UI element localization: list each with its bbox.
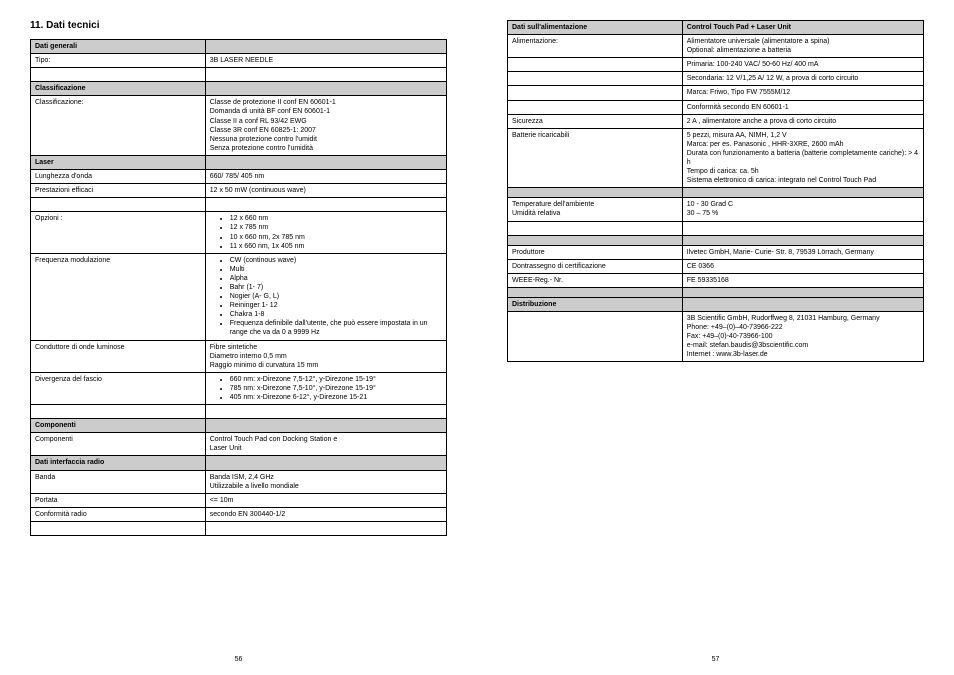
row-blank xyxy=(508,235,683,245)
row-cond-value: Fibre sintetiche Diametro interno 0,5 mm… xyxy=(205,340,446,372)
row-confr-label: Conformità radio xyxy=(31,507,206,521)
row-alim-primaria: Primaria: 100-240 VAC/ 50-60 Hz/ 400 mA xyxy=(682,58,923,72)
row-freq-value: CW (continous wave) Multi Alpha Bahr (1-… xyxy=(205,253,446,340)
row-blank xyxy=(31,198,206,212)
row-sic-label: Sicurezza xyxy=(508,114,683,128)
row-cond-label: Conduttore di onde luminose xyxy=(31,340,206,372)
row-weee-label: WEEE-Reg.- Nr. xyxy=(508,273,683,287)
row-blank xyxy=(508,100,683,114)
row-dist-value: 3B Scientific GmbH, Rudorffweg 8, 21031 … xyxy=(682,311,923,361)
row-alim-value: Alimentatore universale (alimentatore a … xyxy=(682,35,923,58)
head-laser: Laser xyxy=(31,155,206,169)
row-lung-label: Lunghezza d'onda xyxy=(31,170,206,184)
page-left: 11. Dati tecnici Dati generali Tipo:3B L… xyxy=(0,0,477,675)
row-dontr-label: Dontrassegno di certificazione xyxy=(508,259,683,273)
row-prest-label: Prestazioni efficaci xyxy=(31,184,206,198)
row-class-value: Classe de protezione II conf EN 60601-1 … xyxy=(205,96,446,156)
row-dist-label xyxy=(508,311,683,361)
row-weee-value: FE 59335168 xyxy=(682,273,923,287)
row-portata-value: <= 10m xyxy=(205,493,446,507)
head-componenti: Componenti xyxy=(31,419,206,433)
row-blank xyxy=(508,188,683,198)
row-alim-secondaria: Secondaria: 12 V/1,25 A/ 12 W, a prova d… xyxy=(682,72,923,86)
head-alimentazione-r: Control Touch Pad + Laser Unit xyxy=(682,21,923,35)
row-div-value: 660 nm: x-Direzone 7,5-12°, y-Direzone 1… xyxy=(205,372,446,404)
spec-table-left: Dati generali Tipo:3B LASER NEEDLE Class… xyxy=(30,39,447,536)
row-dontr-value: CE 0366 xyxy=(682,259,923,273)
row-comp-value: Control Touch Pad con Docking Station e … xyxy=(205,433,446,456)
head-radio: Dati interfaccia radio xyxy=(31,456,206,470)
row-sic-value: 2 A , alimentatore anche a prova di cort… xyxy=(682,114,923,128)
row-div-label: Divergenza del fascio xyxy=(31,372,206,404)
row-alim-marca: Marca: Friwo, Tipo FW 7555M/12 xyxy=(682,86,923,100)
row-blank xyxy=(508,86,683,100)
row-opzioni-value: 12 x 660 nm 12 x 785 nm 10 x 660 nm, 2x … xyxy=(205,212,446,253)
row-tipo-value: 3B LASER NEEDLE xyxy=(205,54,446,68)
row-banda-label: Banda xyxy=(31,470,206,493)
head-classificazione: Classificazione xyxy=(31,82,206,96)
head-dati-generali: Dati generali xyxy=(31,40,206,54)
page-right: Dati sull'alimentazione Control Touch Pa… xyxy=(477,0,954,675)
row-prod-value: Ilvetec GmbH, Marie- Curie- Str. 8, 7953… xyxy=(682,245,923,259)
row-banda-value: Banda ISM, 2,4 GHz Utilizzabile a livell… xyxy=(205,470,446,493)
row-confr-value: secondo EN 300440-1/2 xyxy=(205,507,446,521)
row-blank xyxy=(508,58,683,72)
row-blank xyxy=(31,405,206,419)
row-batt-value: 5 pezzi, misura AA, NIMH, 1,2 V Marca: p… xyxy=(682,128,923,188)
row-lung-value: 660/ 785/ 405 nm xyxy=(205,170,446,184)
row-portata-label: Portata xyxy=(31,493,206,507)
row-tipo-label: Tipo: xyxy=(31,54,206,68)
section-heading: 11. Dati tecnici xyxy=(30,20,447,31)
row-blank xyxy=(31,68,206,82)
row-blank xyxy=(31,521,206,535)
head-alimentazione: Dati sull'alimentazione xyxy=(508,21,683,35)
row-blank xyxy=(508,72,683,86)
row-alim-label: Alimentazione: xyxy=(508,35,683,58)
page-number-right: 57 xyxy=(712,656,720,663)
row-temp-umid-value: 10 - 30 Grad C 30 – 75 % xyxy=(682,198,923,221)
row-blank xyxy=(508,287,683,297)
row-comp-label: Componenti xyxy=(31,433,206,456)
row-alim-conf: Conformità secondo EN 60601-1 xyxy=(682,100,923,114)
row-temp-umid-label: Temperature dell'ambiente Umidità relati… xyxy=(508,198,683,221)
head-distribuzione: Distribuzione xyxy=(508,297,683,311)
row-prest-value: 12 x 50 mW (continuous wave) xyxy=(205,184,446,198)
row-opzioni-label: Opzioni : xyxy=(31,212,206,253)
row-blank xyxy=(508,221,683,235)
row-batt-label: Batterie ricaricabili xyxy=(508,128,683,188)
spec-table-right: Dati sull'alimentazione Control Touch Pa… xyxy=(507,20,924,362)
page-number-left: 56 xyxy=(235,656,243,663)
row-freq-label: Frequenza modulazione xyxy=(31,253,206,340)
row-class-label: Classificazione: xyxy=(31,96,206,156)
row-prod-label: Produttore xyxy=(508,245,683,259)
